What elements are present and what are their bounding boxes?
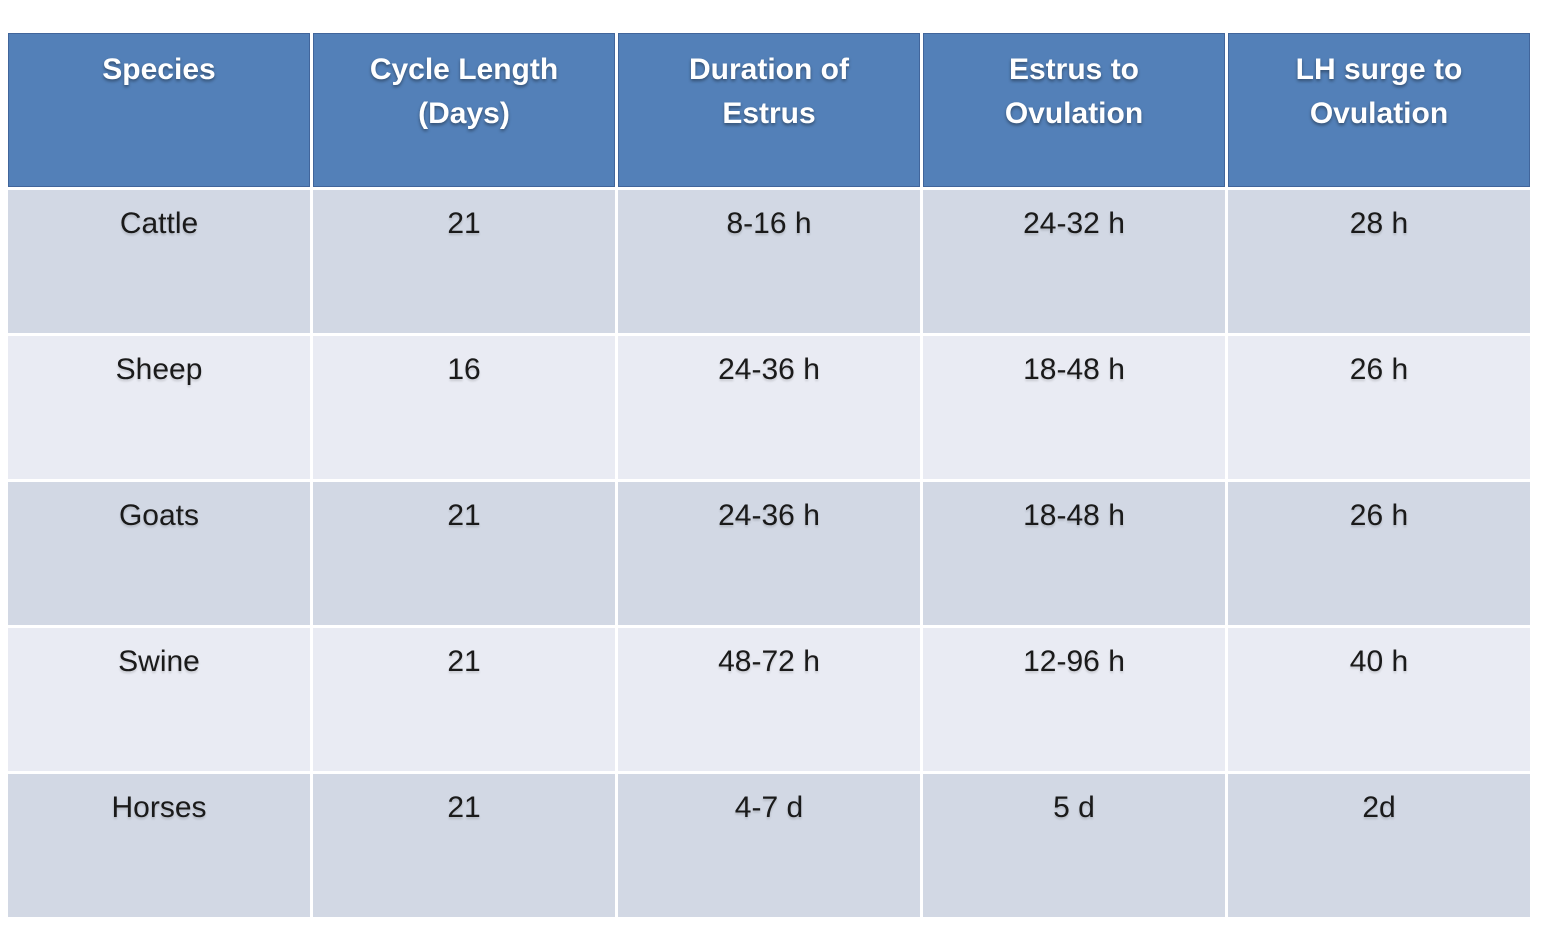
cell-lh-surge-to-ovulation: 26 h bbox=[1228, 482, 1530, 625]
cell-estrus-to-ovulation: 18-48 h bbox=[923, 336, 1225, 479]
cell-species: Swine bbox=[8, 628, 310, 771]
table-header: Species Cycle Length (Days) Duration of … bbox=[8, 33, 1530, 187]
cell-estrus-to-ovulation: 5 d bbox=[923, 774, 1225, 917]
table-row-horses: Horses 21 4-7 d 5 d 2d bbox=[8, 774, 1530, 917]
cell-duration-of-estrus: 8-16 h bbox=[618, 190, 920, 333]
table-body: Cattle 21 8-16 h 24-32 h 28 h Sheep 16 2… bbox=[8, 190, 1530, 917]
estrous-cycle-table: Species Cycle Length (Days) Duration of … bbox=[5, 30, 1533, 920]
cell-estrus-to-ovulation: 12-96 h bbox=[923, 628, 1225, 771]
header-lh-surge-to-ovulation: LH surge to Ovulation bbox=[1228, 33, 1530, 187]
cell-cycle-length: 16 bbox=[313, 336, 615, 479]
header-row: Species Cycle Length (Days) Duration of … bbox=[8, 33, 1530, 187]
cell-species: Horses bbox=[8, 774, 310, 917]
cell-species: Sheep bbox=[8, 336, 310, 479]
header-estrus-to-ovulation: Estrus to Ovulation bbox=[923, 33, 1225, 187]
table-row-cattle: Cattle 21 8-16 h 24-32 h 28 h bbox=[8, 190, 1530, 333]
header-duration-of-estrus: Duration of Estrus bbox=[618, 33, 920, 187]
cell-duration-of-estrus: 48-72 h bbox=[618, 628, 920, 771]
cell-cycle-length: 21 bbox=[313, 628, 615, 771]
cell-cycle-length: 21 bbox=[313, 774, 615, 917]
cell-lh-surge-to-ovulation: 40 h bbox=[1228, 628, 1530, 771]
cell-duration-of-estrus: 4-7 d bbox=[618, 774, 920, 917]
header-species: Species bbox=[8, 33, 310, 187]
cell-lh-surge-to-ovulation: 28 h bbox=[1228, 190, 1530, 333]
header-cycle-length: Cycle Length (Days) bbox=[313, 33, 615, 187]
cell-lh-surge-to-ovulation: 2d bbox=[1228, 774, 1530, 917]
cell-estrus-to-ovulation: 24-32 h bbox=[923, 190, 1225, 333]
cell-lh-surge-to-ovulation: 26 h bbox=[1228, 336, 1530, 479]
cell-cycle-length: 21 bbox=[313, 482, 615, 625]
cell-species: Goats bbox=[8, 482, 310, 625]
cell-species: Cattle bbox=[8, 190, 310, 333]
cell-duration-of-estrus: 24-36 h bbox=[618, 482, 920, 625]
cell-cycle-length: 21 bbox=[313, 190, 615, 333]
table-row-goats: Goats 21 24-36 h 18-48 h 26 h bbox=[8, 482, 1530, 625]
table-row-swine: Swine 21 48-72 h 12-96 h 40 h bbox=[8, 628, 1530, 771]
table-row-sheep: Sheep 16 24-36 h 18-48 h 26 h bbox=[8, 336, 1530, 479]
cell-duration-of-estrus: 24-36 h bbox=[618, 336, 920, 479]
cell-estrus-to-ovulation: 18-48 h bbox=[923, 482, 1225, 625]
